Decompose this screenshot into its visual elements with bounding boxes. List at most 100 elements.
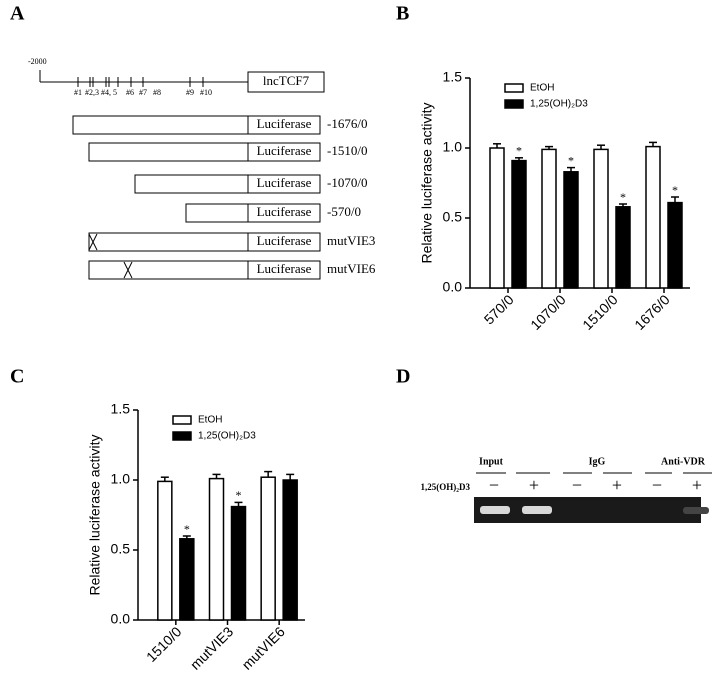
construct-label: mutVIE6: [327, 261, 376, 276]
significance-marker: *: [516, 144, 522, 158]
gel-column: Input: [479, 456, 504, 467]
bar: [489, 147, 505, 289]
gene-label: lncTCF7: [263, 73, 310, 88]
reporter-label: Luciferase: [257, 175, 312, 190]
x-tick-label: mutVIE3: [187, 623, 236, 672]
promoter-box: [72, 115, 249, 135]
site-label: #2,3: [85, 88, 99, 97]
promoter-box: [185, 203, 249, 223]
site-label: #10: [200, 88, 212, 97]
reporter-label: Luciferase: [257, 143, 312, 158]
mutation-mark: [123, 261, 133, 279]
gel-sign: −: [652, 475, 662, 495]
start-label: -2000: [28, 57, 47, 66]
legend-label: EtOH: [198, 415, 222, 426]
site-label: #8: [153, 88, 161, 97]
reporter-label: Luciferase: [257, 116, 312, 131]
gel-column: IgG: [589, 456, 606, 467]
significance-marker: *: [568, 153, 574, 167]
significance-marker: *: [236, 488, 242, 502]
significance-marker: *: [672, 183, 678, 197]
site-label: #6: [126, 88, 134, 97]
gel-sign: +: [612, 475, 622, 495]
luciferase-box: [247, 142, 321, 162]
x-tick-label: 1510/0: [579, 291, 621, 333]
y-tick-label: 1.0: [111, 471, 131, 487]
construct-label: -570/0: [327, 204, 361, 219]
bar: [208, 477, 225, 621]
y-tick-label: 1.0: [443, 139, 463, 155]
site-label: #7: [139, 88, 147, 97]
y-axis-label: Relative luciferase activity: [419, 102, 435, 263]
bar: [593, 148, 609, 289]
bar: [511, 159, 527, 289]
panel-letter: D: [396, 366, 410, 388]
panel-letter: A: [10, 3, 25, 25]
x-tick-label: 1676/0: [631, 291, 673, 333]
significance-marker: *: [620, 190, 626, 204]
gel-sign: −: [572, 475, 582, 495]
luciferase-box: [247, 174, 321, 194]
panel-letter: C: [10, 366, 24, 388]
gel-sign: +: [529, 475, 539, 495]
promoter-box: [88, 260, 249, 280]
x-tick-label: 1070/0: [527, 291, 569, 333]
y-tick-label: 1.5: [111, 401, 131, 417]
y-tick-label: 0.5: [111, 541, 131, 557]
luciferase-box: [247, 203, 321, 223]
legend-label: 1,25(OH)₂D3: [530, 99, 588, 110]
reporter-label: Luciferase: [257, 233, 312, 248]
panel-letter: B: [396, 3, 409, 25]
construct-label: -1070/0: [327, 175, 367, 190]
y-tick-label: 0.5: [443, 209, 463, 225]
luciferase-box: [247, 232, 321, 252]
band: [480, 506, 510, 514]
bar: [260, 476, 276, 621]
construct-label: -1676/0: [327, 116, 367, 131]
site-label: #1: [74, 88, 82, 97]
bar: [179, 538, 195, 621]
band: [522, 506, 552, 514]
promoter-box: [134, 174, 249, 194]
gene-box: [247, 71, 325, 93]
legend-swatch: [504, 83, 524, 93]
luciferase-box: [247, 260, 321, 280]
mutation-mark: [88, 233, 98, 251]
construct-label: mutVIE3: [327, 233, 375, 248]
reporter-label: Luciferase: [257, 204, 312, 219]
x-tick-label: mutVIE6: [239, 623, 288, 672]
bar: [230, 505, 247, 621]
legend-swatch: [504, 99, 524, 109]
band: [683, 507, 709, 514]
gel-row-label: 1,25(OH)₂D3: [421, 482, 471, 492]
site-label: #9: [186, 88, 194, 97]
x-tick-label: 1510/0: [143, 623, 185, 665]
bar: [615, 206, 631, 289]
promoter-box: [88, 232, 249, 252]
legend-swatch: [172, 431, 192, 441]
bar: [667, 201, 683, 289]
legend-swatch: [172, 415, 192, 425]
gel-sign: −: [489, 475, 499, 495]
bar: [645, 145, 661, 289]
y-tick-label: 0.0: [443, 279, 463, 295]
site-label: #4, 5: [101, 88, 117, 97]
bar: [563, 171, 579, 289]
bar: [541, 148, 557, 289]
gel-column: Anti-VDR: [661, 456, 706, 467]
bar: [282, 479, 298, 621]
bar: [157, 480, 173, 621]
luciferase-box: [247, 115, 321, 135]
reporter-label: Luciferase: [257, 261, 312, 276]
y-tick-label: 0.0: [111, 611, 131, 627]
y-tick-label: 1.5: [443, 69, 463, 85]
legend-label: 1,25(OH)₂D3: [198, 431, 256, 442]
y-axis-label: Relative luciferase activity: [87, 434, 103, 595]
legend-label: EtOH: [530, 83, 554, 94]
significance-marker: *: [184, 522, 190, 536]
gel-sign: +: [692, 475, 702, 495]
gel: [474, 497, 701, 523]
x-tick-label: 570/0: [481, 291, 517, 327]
construct-label: -1510/0: [327, 143, 367, 158]
